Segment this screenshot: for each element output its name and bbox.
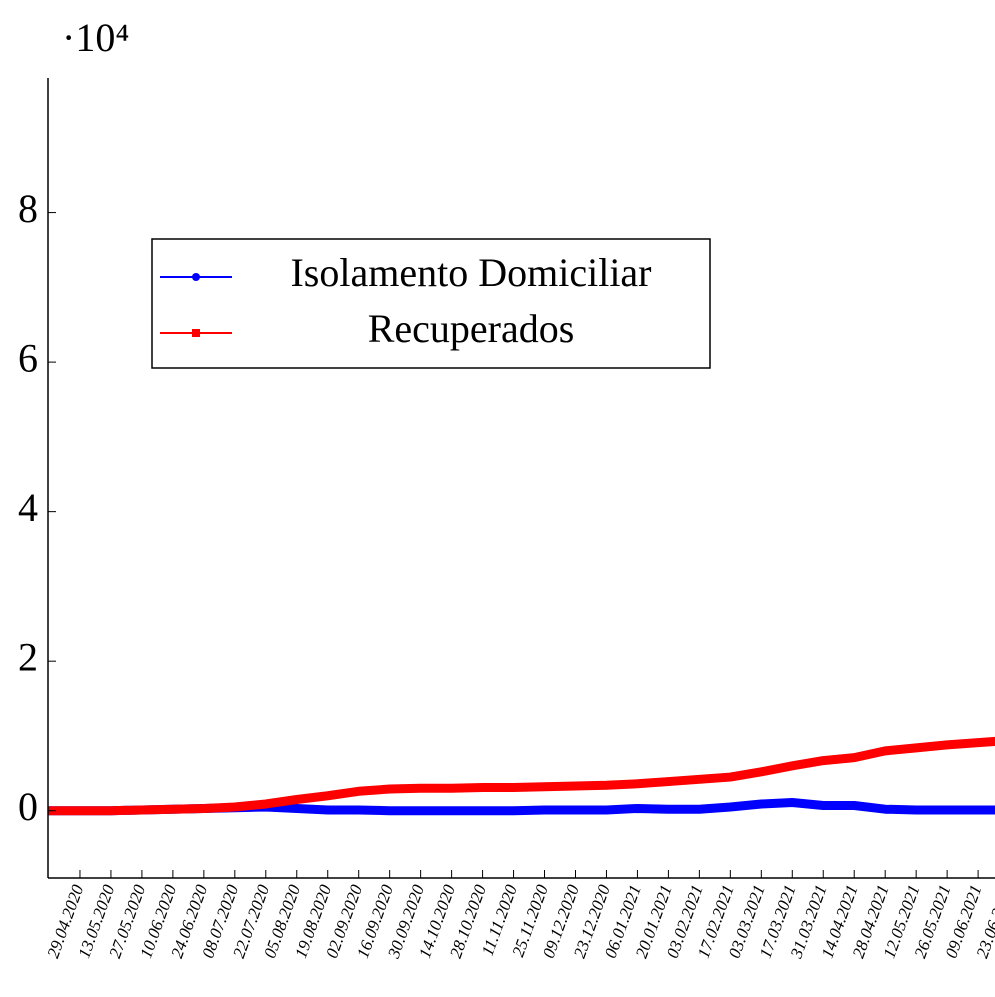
y-tick-label: 0 [18, 784, 38, 829]
y-multiplier: ·10⁴ [62, 15, 129, 60]
y-tick-label: 6 [18, 335, 38, 380]
legend-label: Recuperados [368, 306, 575, 351]
plot-area [48, 736, 995, 816]
y-tick-label: 8 [18, 186, 38, 231]
series-line [48, 736, 995, 816]
legend-marker [192, 329, 200, 337]
y-tick-label: 4 [18, 485, 38, 530]
legend-label: Isolamento Domiciliar [290, 250, 651, 295]
legend-marker [192, 273, 200, 281]
legend-box [151, 238, 711, 369]
y-tick-label: 2 [18, 634, 38, 679]
